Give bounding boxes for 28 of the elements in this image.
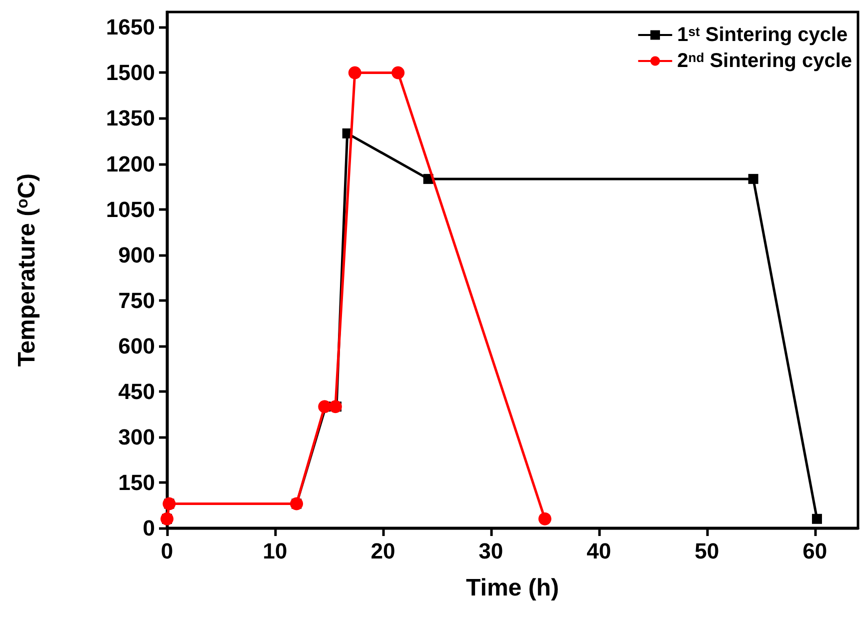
y-tick-label: 1200 <box>106 151 155 176</box>
y-tick-label: 0 <box>142 516 155 540</box>
point <box>328 400 342 414</box>
y-tick-label: 150 <box>118 470 155 495</box>
point <box>748 174 758 184</box>
y-tick-label: 600 <box>118 333 155 358</box>
point <box>812 514 822 524</box>
point <box>318 400 332 414</box>
y-tick-label: 300 <box>118 424 155 450</box>
y-tick-label: 1350 <box>106 106 155 131</box>
y-tick-label: 900 <box>118 242 155 268</box>
point <box>348 66 362 80</box>
y-tick-label: 750 <box>118 288 155 313</box>
point <box>538 512 552 526</box>
x-tick-label: 30 <box>478 538 504 564</box>
x-axis-title: Time (h) <box>466 574 559 602</box>
y-tick-label: 1650 <box>106 14 155 40</box>
x-tick-label: 60 <box>802 538 828 564</box>
x-tick-label: 0 <box>160 538 174 564</box>
x-tick-label: 20 <box>370 538 396 564</box>
y-axis-title: Temperature (oC) <box>14 173 40 367</box>
x-tick-label: 50 <box>694 538 720 564</box>
y-tick-label: 1500 <box>106 60 155 86</box>
x-tick-label: 40 <box>586 538 612 564</box>
y-tick-label: 450 <box>118 378 155 404</box>
y-tick-label: 1050 <box>106 196 155 222</box>
point <box>392 66 405 80</box>
x-tick-label: 10 <box>262 538 288 564</box>
